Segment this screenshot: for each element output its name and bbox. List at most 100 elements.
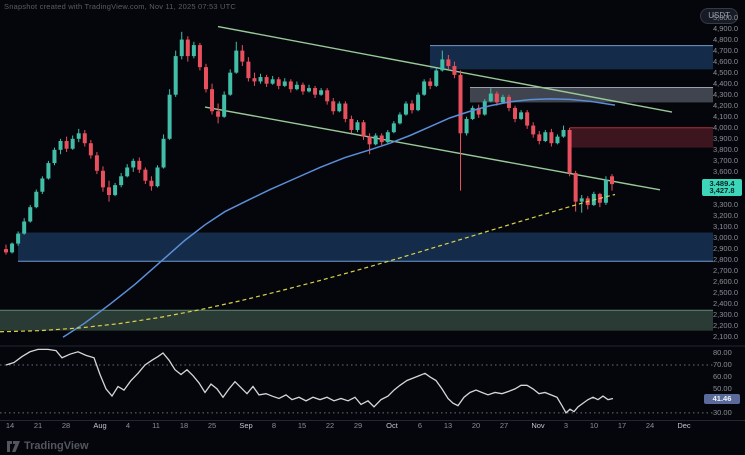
time-tick-label: 10	[589, 421, 599, 430]
candle-body	[246, 61, 251, 79]
resistance-zone-gray	[470, 87, 713, 103]
price-tick-label: 2,900.0	[713, 244, 739, 254]
candle-body	[464, 118, 469, 134]
candle-body	[179, 39, 184, 57]
candle-body	[94, 155, 99, 171]
time-tick-label: 24	[645, 421, 655, 430]
ma-fast-line	[62, 98, 616, 338]
price-tick-label: 2,500.0	[713, 288, 739, 298]
candle-body	[361, 122, 366, 137]
candle-body	[579, 198, 584, 202]
price-tick-label: 2,400.0	[713, 299, 739, 309]
price-tick-label: 3,600.0	[713, 166, 739, 176]
watermark-text: Snapshot created with TradingView.com, N…	[4, 2, 237, 11]
candle-body	[28, 207, 33, 222]
candle-body	[543, 132, 548, 142]
price-tick-label: 2,100.0	[713, 332, 739, 342]
tradingview-logo-text: TradingView	[24, 440, 89, 452]
candle-body	[40, 178, 45, 192]
rsi-value-badge: 41.46	[704, 394, 740, 405]
candle-body	[319, 90, 324, 95]
price-tick-label: 4,000.0	[713, 122, 739, 132]
support-zone-navy	[18, 232, 713, 262]
price-tick-label: 3,000.0	[713, 233, 739, 243]
price-tick-label: 4,900.0	[713, 23, 739, 33]
time-tick-label: Sep	[239, 421, 253, 430]
candle-body	[500, 96, 505, 103]
tradingview-logo[interactable]: TradingView	[7, 440, 89, 452]
candle-body	[537, 134, 542, 142]
candle-body	[476, 107, 481, 115]
time-tick-label: 18	[179, 421, 189, 430]
candle-body	[452, 66, 457, 75]
candle-body	[4, 249, 8, 253]
candle-body	[82, 133, 87, 144]
candle-body	[313, 88, 318, 95]
candle-body	[191, 45, 196, 57]
price-tick-label: 4,800.0	[713, 34, 739, 44]
candle-body	[422, 81, 427, 95]
candle-body	[34, 191, 39, 208]
candle-body	[58, 141, 63, 150]
time-tick-label: 11	[152, 421, 160, 430]
candle-body	[391, 123, 396, 133]
candle-body	[46, 163, 51, 179]
rsi-line	[5, 348, 614, 414]
time-tick-label: 27	[499, 421, 509, 430]
candle-body	[143, 169, 148, 181]
candle-body	[197, 45, 202, 68]
price-tick-label: 4,400.0	[713, 78, 739, 88]
time-tick-label: Dec	[677, 421, 691, 430]
candle-body	[131, 160, 136, 168]
candle-body	[513, 107, 518, 119]
candle-body	[234, 50, 239, 73]
candle-body	[458, 74, 463, 134]
rsi-tick-label: 80.00	[713, 347, 732, 357]
rsi-tick-label: 70.00	[713, 359, 732, 369]
time-tick-label: 28	[61, 421, 71, 430]
time-tick-label: 20	[471, 421, 481, 430]
price-tick-label: 2,800.0	[713, 255, 739, 265]
support-zone-green	[0, 310, 713, 331]
time-axis[interactable]: 14 21 28 Aug 4 11 18 25 Sep 8 15 22 29 Oct 6 13 20 27 Nov 3…	[0, 422, 700, 436]
candle-body	[434, 70, 439, 86]
price-tick-label: 4,100.0	[713, 111, 739, 121]
candle-body	[252, 78, 257, 82]
chart-canvas[interactable]	[0, 0, 745, 438]
price-tick-label: 3,100.0	[713, 222, 739, 232]
candle-body	[282, 81, 287, 86]
candle-body	[494, 93, 499, 103]
candle-body	[373, 135, 378, 145]
candle-body	[367, 136, 372, 145]
candle-body	[355, 122, 360, 130]
tradingview-logo-icon	[7, 440, 20, 452]
time-tick-label: 25	[207, 421, 217, 430]
price-tick-label: 4,500.0	[713, 67, 739, 77]
price-tick-label: 3,800.0	[713, 144, 739, 154]
candle-body	[149, 180, 154, 187]
candle-body	[410, 103, 415, 111]
candle-body	[446, 59, 451, 67]
resistance-zone-red	[570, 127, 713, 148]
price-tick-label: 3,300.0	[713, 199, 739, 209]
candle-body	[403, 103, 408, 115]
candle-body	[549, 132, 554, 144]
rsi-tick-label: 50.00	[713, 383, 732, 393]
candle-body	[300, 84, 305, 92]
price-tick-label: 2,200.0	[713, 321, 739, 331]
time-tick-label: 29	[353, 421, 363, 430]
last-price-badge: 3,489.4	[702, 179, 742, 190]
candle-body	[119, 176, 124, 186]
candle-body	[385, 132, 390, 143]
candle-body	[440, 59, 445, 71]
candle-body	[167, 94, 172, 139]
symbol-badge[interactable]: USDT	[700, 8, 738, 24]
candle-body	[325, 90, 330, 102]
candle-body	[203, 67, 208, 90]
candle-body	[270, 79, 275, 84]
candle-body	[185, 39, 190, 57]
candle-body	[76, 133, 81, 139]
time-tick-label: 8	[271, 421, 277, 430]
